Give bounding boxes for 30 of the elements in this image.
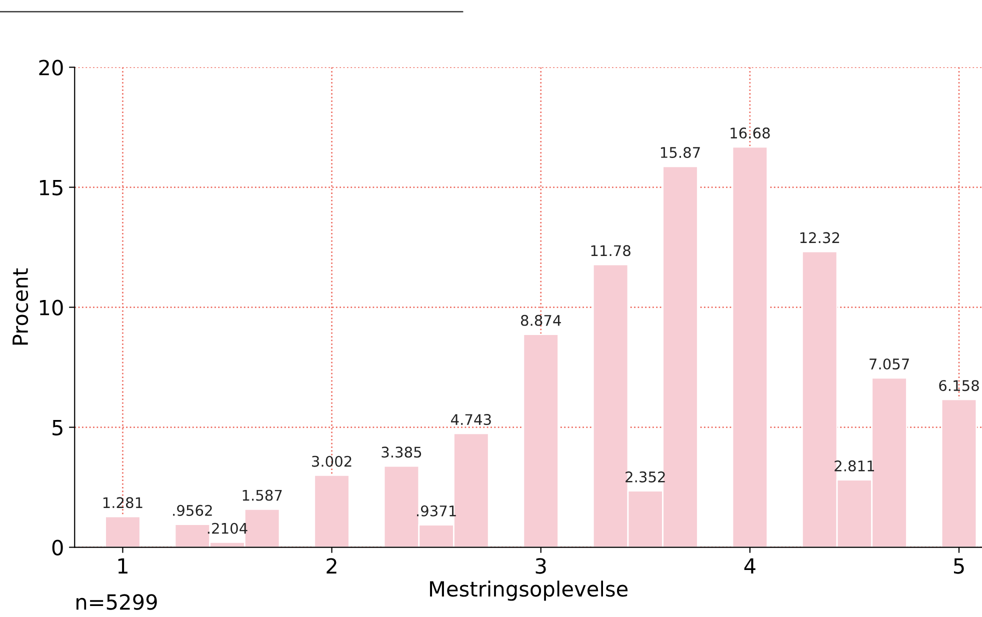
y-tick-label: 5 [52,420,62,436]
text: n=5299 [76,594,157,610]
x-axis-title: Mestringsoplevelse [430,580,628,601]
y-tick-label: 15 [40,180,62,196]
y-tick-label: 20 [39,60,63,76]
x-tick-label: 5 [954,558,964,574]
data-label: 7.057 [870,358,909,370]
data-label: 12.32 [800,232,840,244]
x-tick-label: 2 [326,558,336,574]
x-tick-label: 1 [118,558,128,574]
x-tick-label: 4 [744,558,756,574]
data-label: .9562 [173,504,212,516]
data-label: 3.002 [312,456,352,467]
data-label: 1.587 [242,490,282,501]
y-tick-label: 10 [40,300,63,316]
data-label: 6.158 [939,380,979,392]
y-tick-label: 0 [52,540,63,556]
y-axis-title: Procent [12,268,28,345]
data-label: 1.281 [103,497,142,508]
data-label: 2.811 [834,460,874,472]
data-label: 8.874 [520,314,561,326]
data-label: .2104 [208,522,248,534]
data-label: 3.385 [382,446,422,458]
data-label: 15.87 [660,146,700,158]
data-label: 11.78 [591,245,630,256]
data-label: 4.743 [451,414,491,426]
x-tick-label: 3 [536,558,546,574]
data-label: .9371 [417,505,456,516]
data-label: 2.352 [626,471,665,482]
data-label: 16.68 [730,128,770,139]
